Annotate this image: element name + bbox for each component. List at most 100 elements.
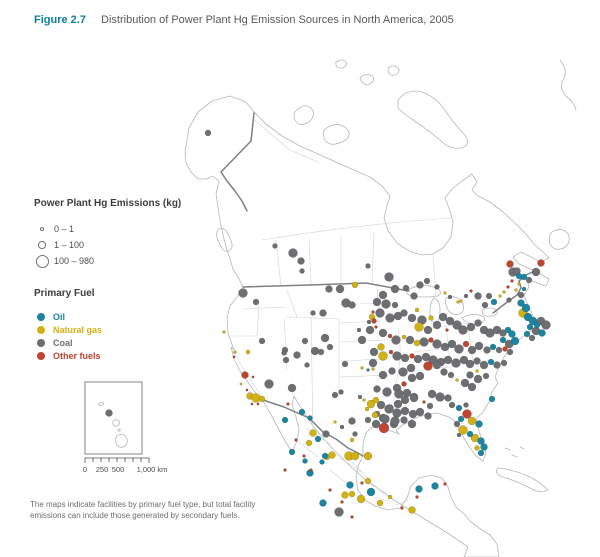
plant-dot-coal [458,325,468,335]
fuel-legend-item-oil: Oil [34,311,102,323]
plant-dot-natural_gas [305,439,313,447]
plant-dot-other_fuels [286,402,290,406]
plant-dot-coal [474,319,482,327]
plant-dot-coal [320,333,330,343]
islands [216,59,577,492]
plant-dot-coal [281,350,287,356]
fuel-label: Oil [53,312,66,322]
plant-dot-coal [466,371,474,379]
plant-dot-other_fuels [428,337,434,343]
plant-dot-natural_gas [309,429,317,437]
plant-dot-coal [264,379,274,389]
plant-dot-natural_gas [458,425,468,435]
plant-dot-oil [526,323,534,331]
plant-dot-other_fuels [537,259,545,267]
plant-dot-coal [392,351,402,361]
plant-dot-coal [322,430,330,438]
plant-dot-coal [352,431,358,437]
plant-dot-other_fuels [371,318,377,324]
fuel-label: Natural gas [53,325,103,335]
plant-dot-coal [495,346,503,354]
plant-dot-oil [281,416,289,424]
plant-dot-coal [381,299,391,309]
size-legend-item: 1 – 100 [34,237,181,253]
plant-dot-coal [252,298,260,306]
plant-dot-coal [447,371,455,379]
fuel-legend-item-natural-gas: Natural gas [34,324,102,336]
plant-dot-coal [402,388,412,398]
plant-dot-natural_gas [498,294,502,298]
plant-dot-oil [477,437,485,445]
power-plant-dots [105,129,551,519]
plant-dot-other_fuels [462,409,472,419]
plant-dot-coal [493,361,501,369]
plant-dot-oil [302,458,308,464]
plant-dot-oil [523,330,531,338]
figure-header: Figure 2.7 Distribution of Power Plant H… [34,14,454,26]
plant-dot-oil [288,448,296,456]
plant-dot-oil [487,358,495,366]
plant-dot-coal [423,277,431,285]
plant-dot-other_fuels [401,381,407,387]
plant-dot-coal [407,313,417,323]
plant-dot-coal [456,432,462,438]
plant-dot-oil [533,321,541,329]
plant-dot-coal [419,337,429,347]
plant-dot-coal [531,267,541,277]
plant-dot-coal [400,406,410,416]
plant-dot-coal [474,292,482,300]
plant-dot-coal [400,416,408,424]
plant-dot-other_fuels [378,422,390,434]
plant-dot-coal [394,389,404,399]
plant-dot-oil [538,329,546,337]
plant-dot-coal [447,294,453,300]
plant-dot-coal [272,243,278,249]
plant-dot-coal [400,353,410,363]
plant-dot-coal [473,374,483,384]
plant-dot-coal [463,293,469,299]
plant-dot-coal [465,359,475,369]
plant-dot-coal [525,276,533,284]
plant-dot-coal [467,382,477,392]
plant-dot-oil [366,487,376,497]
plant-dot-coal [407,373,417,383]
plant-dot-other_fuels [340,500,344,504]
plant-dot-coal [393,311,403,321]
plant-dot-coal [369,347,379,357]
plant-dot-natural_gas [222,330,226,334]
plant-dot-coal [282,356,290,364]
plant-dot-natural_gas [366,399,376,409]
plant-dot-natural_gas [233,350,237,354]
plant-dot-coal [293,351,301,359]
plant-dot-other_fuels [469,289,473,293]
plant-dot-natural_gas [467,416,477,426]
plant-dot-coal [348,417,356,425]
international-borders [220,112,538,457]
plant-dot-natural_gas [363,451,373,461]
plant-dot-coal [424,412,432,420]
plant-dot-natural_gas [376,499,384,507]
plant-dot-coal [297,257,305,265]
plant-dot-other_fuels [256,402,260,406]
plant-dot-oil [521,286,527,292]
plant-dot-coal [445,316,455,326]
plant-dot-coal [391,335,401,345]
plant-dot-natural_gas [474,445,480,451]
plant-dot-coal [388,367,396,375]
plant-dot-coal [415,407,425,417]
plant-dot-coal [366,319,372,325]
plant-dot-coal [463,402,469,408]
fuel-legend-heading: Primary Fuel [34,288,95,299]
plant-dot-other_fuels [241,371,249,379]
size-legend-heading: Power Plant Hg Emissions (kg) [34,198,182,209]
plant-dot-coal [492,325,502,335]
plant-dot-coal [364,416,372,424]
plant-dot-natural_gas [413,339,421,347]
plant-dot-coal [365,325,375,335]
plant-dot-oil [415,485,423,493]
plant-dot-natural_gas [408,506,416,514]
state-lines [227,119,474,506]
plant-dot-coal [438,312,448,322]
fuel-label: Coal [53,338,73,348]
